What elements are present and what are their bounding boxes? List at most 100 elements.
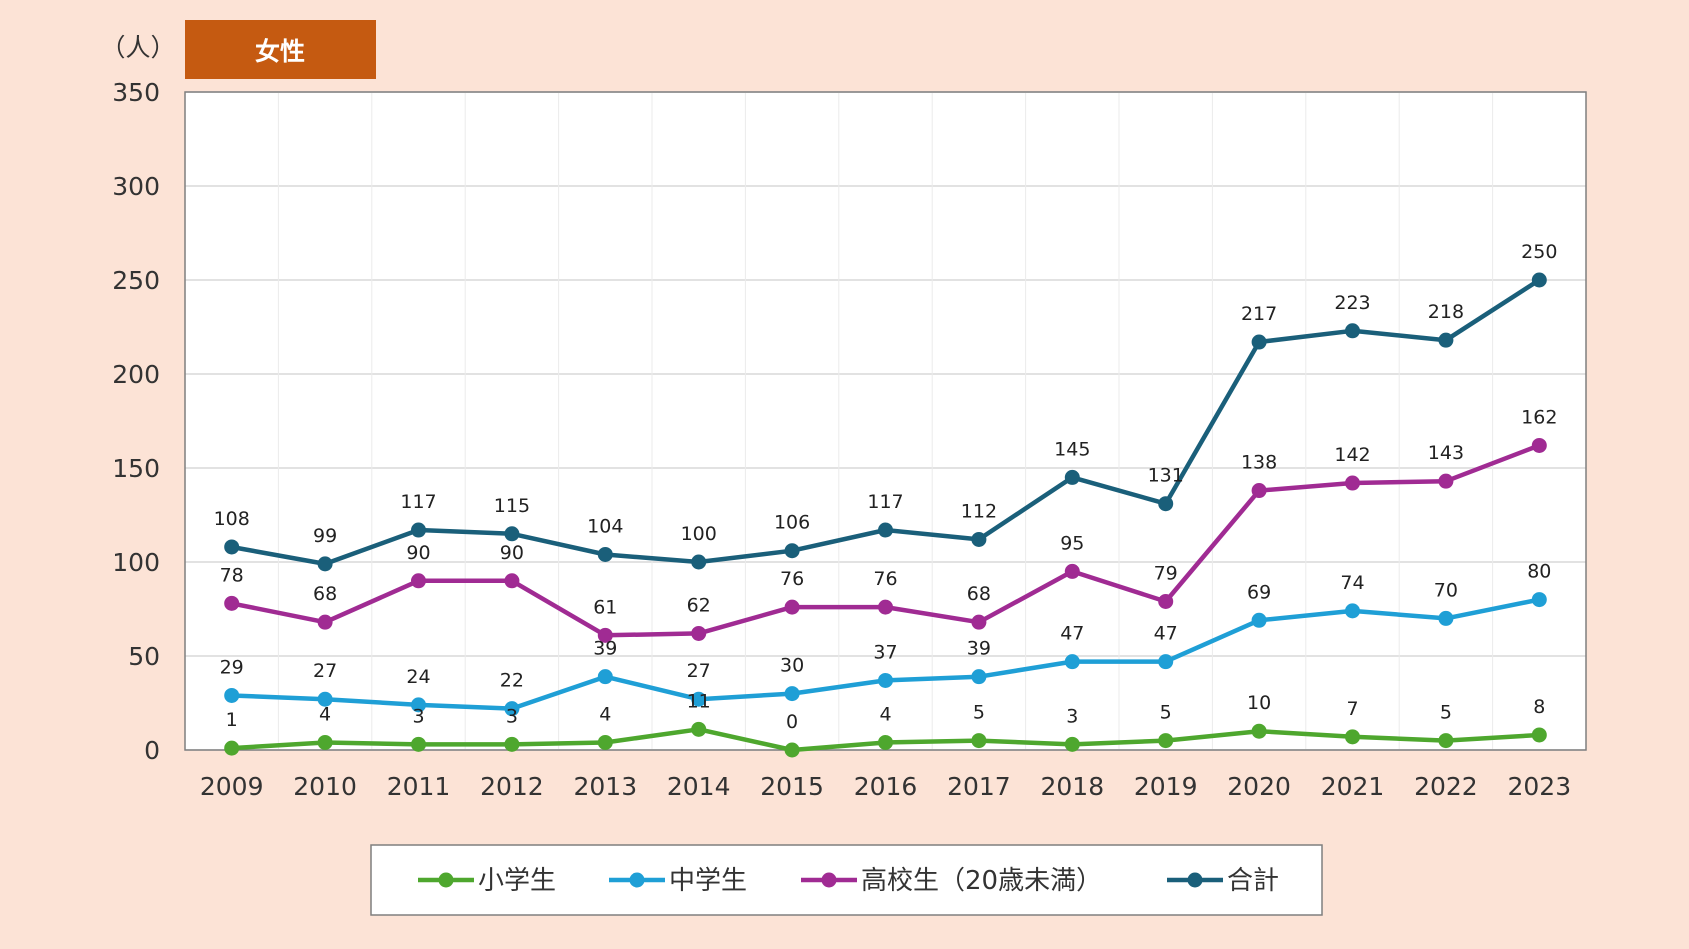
data-point: [971, 531, 987, 547]
data-label: 3: [412, 705, 424, 727]
legend-label: 小学生: [478, 866, 556, 896]
data-point: [1064, 469, 1080, 485]
data-point: [1064, 654, 1080, 670]
data-label: 115: [494, 495, 530, 517]
legend-swatch-marker: [1187, 872, 1203, 888]
data-label: 218: [1428, 301, 1464, 323]
data-label: 142: [1334, 444, 1370, 466]
data-point: [1438, 610, 1454, 626]
data-point: [224, 595, 240, 611]
data-label: 79: [1154, 562, 1178, 584]
data-point: [597, 546, 613, 562]
x-tick-label: 2011: [387, 772, 451, 801]
data-point: [504, 526, 520, 542]
data-point: [1158, 654, 1174, 670]
x-tick-label: 2021: [1321, 772, 1385, 801]
data-point: [317, 691, 333, 707]
x-tick-label: 2015: [760, 772, 824, 801]
data-point: [1064, 736, 1080, 752]
data-point: [1064, 563, 1080, 579]
legend-label: 中学生: [669, 866, 747, 896]
data-label: 69: [1247, 581, 1271, 603]
data-point: [224, 539, 240, 555]
data-point: [224, 740, 240, 756]
data-point: [784, 543, 800, 559]
legend-label: 高校生（20歳未満）: [861, 866, 1102, 896]
data-label: 8: [1533, 696, 1545, 718]
data-point: [224, 687, 240, 703]
data-label: 7: [1346, 698, 1358, 720]
data-label: 143: [1428, 442, 1464, 464]
data-point: [504, 573, 520, 589]
data-label: 62: [687, 594, 711, 616]
plot-area: [185, 92, 1586, 750]
data-point: [504, 701, 520, 717]
data-point: [1251, 612, 1267, 628]
legend-swatch-marker: [629, 872, 645, 888]
data-point: [784, 599, 800, 615]
x-axis-ticks: 2009 2010 2011 2012 2013 2014 2015 2016 2017 2018…: [200, 772, 1571, 801]
data-point: [411, 697, 426, 713]
y-tick-label: 350: [112, 78, 160, 107]
y-tick-label: 150: [112, 454, 160, 483]
y-tick-label: 0: [144, 736, 160, 765]
data-label: 70: [1434, 579, 1458, 601]
x-tick-label: 2018: [1040, 772, 1104, 801]
data-point: [878, 522, 893, 538]
data-label: 3: [1066, 705, 1078, 727]
legend-entries: 小学生 中学生 高校生（20歳未満） 合計: [418, 866, 1279, 896]
data-label: 145: [1054, 438, 1090, 460]
data-point: [878, 672, 893, 688]
x-tick-label: 2023: [1507, 772, 1571, 801]
data-label: 30: [780, 655, 804, 677]
data-label: 11: [687, 690, 711, 712]
data-label: 138: [1241, 452, 1277, 474]
x-tick-label: 2016: [854, 772, 918, 801]
data-label: 117: [400, 491, 436, 513]
chart-title-box: [185, 20, 376, 79]
data-label: 47: [1060, 623, 1084, 645]
data-point: [317, 734, 333, 750]
data-point: [1438, 733, 1454, 749]
x-tick-label: 2013: [573, 772, 637, 801]
data-label: 104: [587, 515, 623, 537]
data-point: [691, 721, 707, 737]
data-point: [1158, 733, 1174, 749]
data-label: 100: [681, 523, 717, 545]
legend-swatch-marker: [438, 872, 454, 888]
data-point: [1531, 727, 1547, 743]
data-label: 217: [1241, 303, 1277, 325]
data-point: [1158, 593, 1174, 609]
data-label: 68: [967, 583, 991, 605]
data-label: 99: [313, 525, 337, 547]
data-point: [1531, 592, 1547, 608]
x-tick-label: 2010: [293, 772, 357, 801]
data-point: [1345, 475, 1360, 491]
legend-swatch-marker: [821, 872, 837, 888]
data-point: [1438, 332, 1454, 348]
data-label: 39: [967, 638, 991, 660]
data-point: [504, 736, 520, 752]
y-tick-label: 300: [112, 172, 160, 201]
data-label: 90: [406, 542, 430, 564]
data-label: 5: [1440, 702, 1452, 724]
data-label: 22: [500, 670, 524, 692]
data-label: 68: [313, 583, 337, 605]
data-label: 27: [687, 660, 711, 682]
data-point: [1251, 483, 1267, 499]
data-point: [1251, 334, 1267, 350]
data-point: [597, 734, 613, 750]
x-tick-label: 2009: [200, 772, 264, 801]
data-point: [1158, 496, 1174, 512]
data-label: 223: [1334, 292, 1370, 314]
data-point: [1531, 437, 1547, 453]
data-label: 117: [867, 491, 903, 513]
x-tick-label: 2019: [1134, 772, 1198, 801]
data-point: [1345, 729, 1360, 745]
data-label: 1: [226, 709, 238, 731]
chart-title: 女性: [255, 37, 305, 66]
data-label: 5: [973, 702, 985, 724]
data-label: 90: [500, 542, 524, 564]
y-axis-unit-label: （人）: [100, 33, 175, 62]
